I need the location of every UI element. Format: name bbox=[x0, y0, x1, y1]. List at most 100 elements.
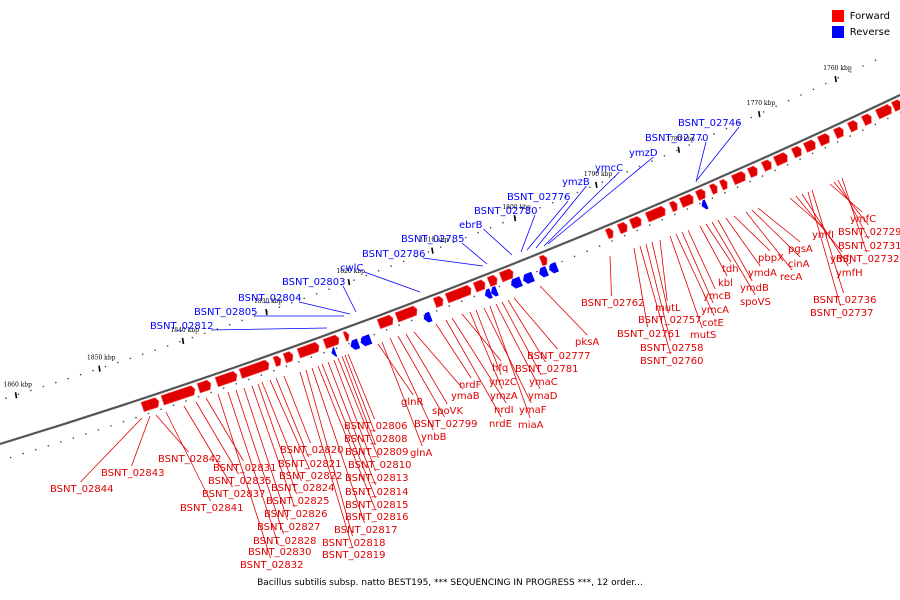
scale-dot bbox=[427, 251, 430, 253]
scale-dot bbox=[700, 138, 703, 141]
gene-labels: BSNT_02746 BSNT_02770 ymzD ymcC ymzB BSNT_027… bbox=[50, 118, 900, 571]
scale-dot bbox=[539, 206, 541, 209]
forward-leader-line bbox=[659, 239, 668, 302]
scale-tick-label: 1840 kbp bbox=[170, 327, 199, 334]
reverse-gene-arrow bbox=[510, 276, 523, 289]
forward-gene-label: BSNT_02822 bbox=[279, 471, 342, 482]
scale-dot bbox=[398, 324, 400, 326]
scale-dot bbox=[724, 191, 726, 194]
scale-dot bbox=[197, 395, 200, 398]
forward-gene-label: BSNT_02732 bbox=[836, 254, 899, 265]
scale-dot bbox=[551, 201, 554, 204]
forward-gene-arrow bbox=[760, 159, 772, 172]
scale-dot bbox=[477, 231, 479, 234]
scale-dot bbox=[812, 88, 815, 91]
forward-gene-label: BSNT_02819 bbox=[322, 550, 385, 561]
forward-gene-arrow bbox=[628, 215, 642, 230]
forward-gene-label: pksA bbox=[575, 337, 599, 348]
scale-dot bbox=[402, 260, 405, 263]
reverse-leader-line bbox=[364, 271, 421, 293]
forward-leader-line bbox=[451, 317, 507, 404]
scale-dot bbox=[564, 196, 566, 199]
scale-dot bbox=[17, 393, 20, 396]
reverse-gene-label: BSNT_02785 bbox=[401, 234, 464, 245]
forward-gene-label: BSNT_02821 bbox=[278, 459, 341, 470]
forward-gene-label: spoVS bbox=[740, 297, 771, 308]
scale-dot bbox=[573, 255, 576, 258]
scale-dot bbox=[435, 310, 438, 312]
reverse-gene-arrow bbox=[701, 199, 709, 210]
forward-leader-line bbox=[687, 229, 716, 290]
reverse-leader-line bbox=[342, 285, 357, 313]
scale-dot bbox=[811, 152, 814, 155]
forward-gene-arrow bbox=[708, 183, 718, 195]
scale-dot bbox=[241, 319, 243, 322]
forward-leader-line bbox=[344, 354, 375, 433]
scale-dot bbox=[849, 135, 851, 137]
reverse-gene-arrow bbox=[490, 286, 499, 297]
forward-genes bbox=[140, 99, 900, 413]
scale-dot bbox=[527, 212, 529, 214]
forward-leader-line bbox=[243, 387, 288, 521]
forward-gene-label: hfq bbox=[492, 363, 508, 374]
forward-gene-label: BSNT_02799 bbox=[414, 419, 477, 430]
scale-dot bbox=[738, 122, 740, 124]
forward-gene-label: BSNT_02809 bbox=[345, 447, 408, 458]
forward-gene-label: BSNT_02813 bbox=[345, 473, 408, 484]
reverse-gene-arrow bbox=[360, 334, 373, 347]
reverse-gene-arrow bbox=[331, 347, 338, 357]
forward-gene-arrow bbox=[432, 295, 444, 309]
forward-gene-label: BSNT_02758 bbox=[640, 343, 703, 354]
reverse-gene-label: BSNT_02776 bbox=[507, 192, 570, 203]
forward-leader-line bbox=[705, 223, 732, 263]
forward-gene-label: pbpX bbox=[758, 253, 784, 264]
scale-tick bbox=[431, 247, 434, 254]
forward-leader-line bbox=[811, 189, 844, 294]
forward-leader-line bbox=[807, 191, 841, 307]
forward-gene-arrow bbox=[272, 355, 282, 368]
scale-dot bbox=[561, 260, 563, 263]
forward-gene-label: BSNT_02760 bbox=[640, 356, 703, 367]
reverse-leader-line bbox=[520, 214, 536, 253]
scale-dot bbox=[786, 164, 789, 166]
reverse-gene-label: BSNT_02804 bbox=[238, 293, 301, 304]
scale-tick bbox=[834, 75, 838, 83]
forward-gene-label: ymaD bbox=[528, 391, 558, 402]
reverse-leader-line bbox=[422, 257, 484, 267]
scale-dot bbox=[30, 389, 32, 392]
forward-gene-label: BSNT_02808 bbox=[344, 434, 407, 445]
forward-leader-line bbox=[341, 355, 376, 446]
forward-leader-line bbox=[651, 241, 669, 314]
forward-gene-label: BSNT_02826 bbox=[264, 509, 327, 520]
forward-leader-line bbox=[751, 209, 801, 258]
forward-leader-line bbox=[333, 359, 376, 472]
scale-dot bbox=[598, 245, 601, 247]
scale-dot bbox=[638, 165, 641, 168]
forward-leader-line bbox=[269, 379, 310, 470]
scale-ticks: 1860 kbp 1850 kbp 1840 kbp 1830 kbp 1820 kbp… bbox=[4, 65, 852, 399]
scale-dot bbox=[586, 250, 588, 252]
forward-gene-label: BSNT_02815 bbox=[345, 500, 408, 511]
forward-gene-label: nrdI bbox=[494, 405, 514, 416]
forward-leader-line bbox=[675, 233, 715, 317]
scale-dot bbox=[736, 186, 739, 188]
forward-leader-line bbox=[227, 391, 279, 546]
scale-dot bbox=[72, 437, 75, 439]
scale-tick-label: 1760 kbp bbox=[823, 65, 852, 72]
scale-dot bbox=[800, 94, 802, 96]
forward-gene-arrow bbox=[394, 305, 418, 323]
scale-dot bbox=[191, 336, 194, 339]
scale-tick-label: 1850 kbp bbox=[87, 355, 116, 362]
forward-leader-line bbox=[299, 371, 353, 549]
scale-dot bbox=[204, 332, 206, 335]
scale-dot bbox=[235, 383, 237, 385]
scale-tick-label: 1780 kbp bbox=[666, 136, 695, 143]
forward-gene-label: cotE bbox=[702, 318, 724, 329]
scale-dot bbox=[464, 236, 467, 239]
forward-gene-label: BSNT_02831 bbox=[213, 463, 276, 474]
scale-dot bbox=[35, 448, 37, 451]
forward-gene-label: BSNT_02814 bbox=[345, 487, 408, 498]
scale-dot bbox=[452, 241, 455, 244]
forward-leader-line bbox=[165, 411, 211, 502]
